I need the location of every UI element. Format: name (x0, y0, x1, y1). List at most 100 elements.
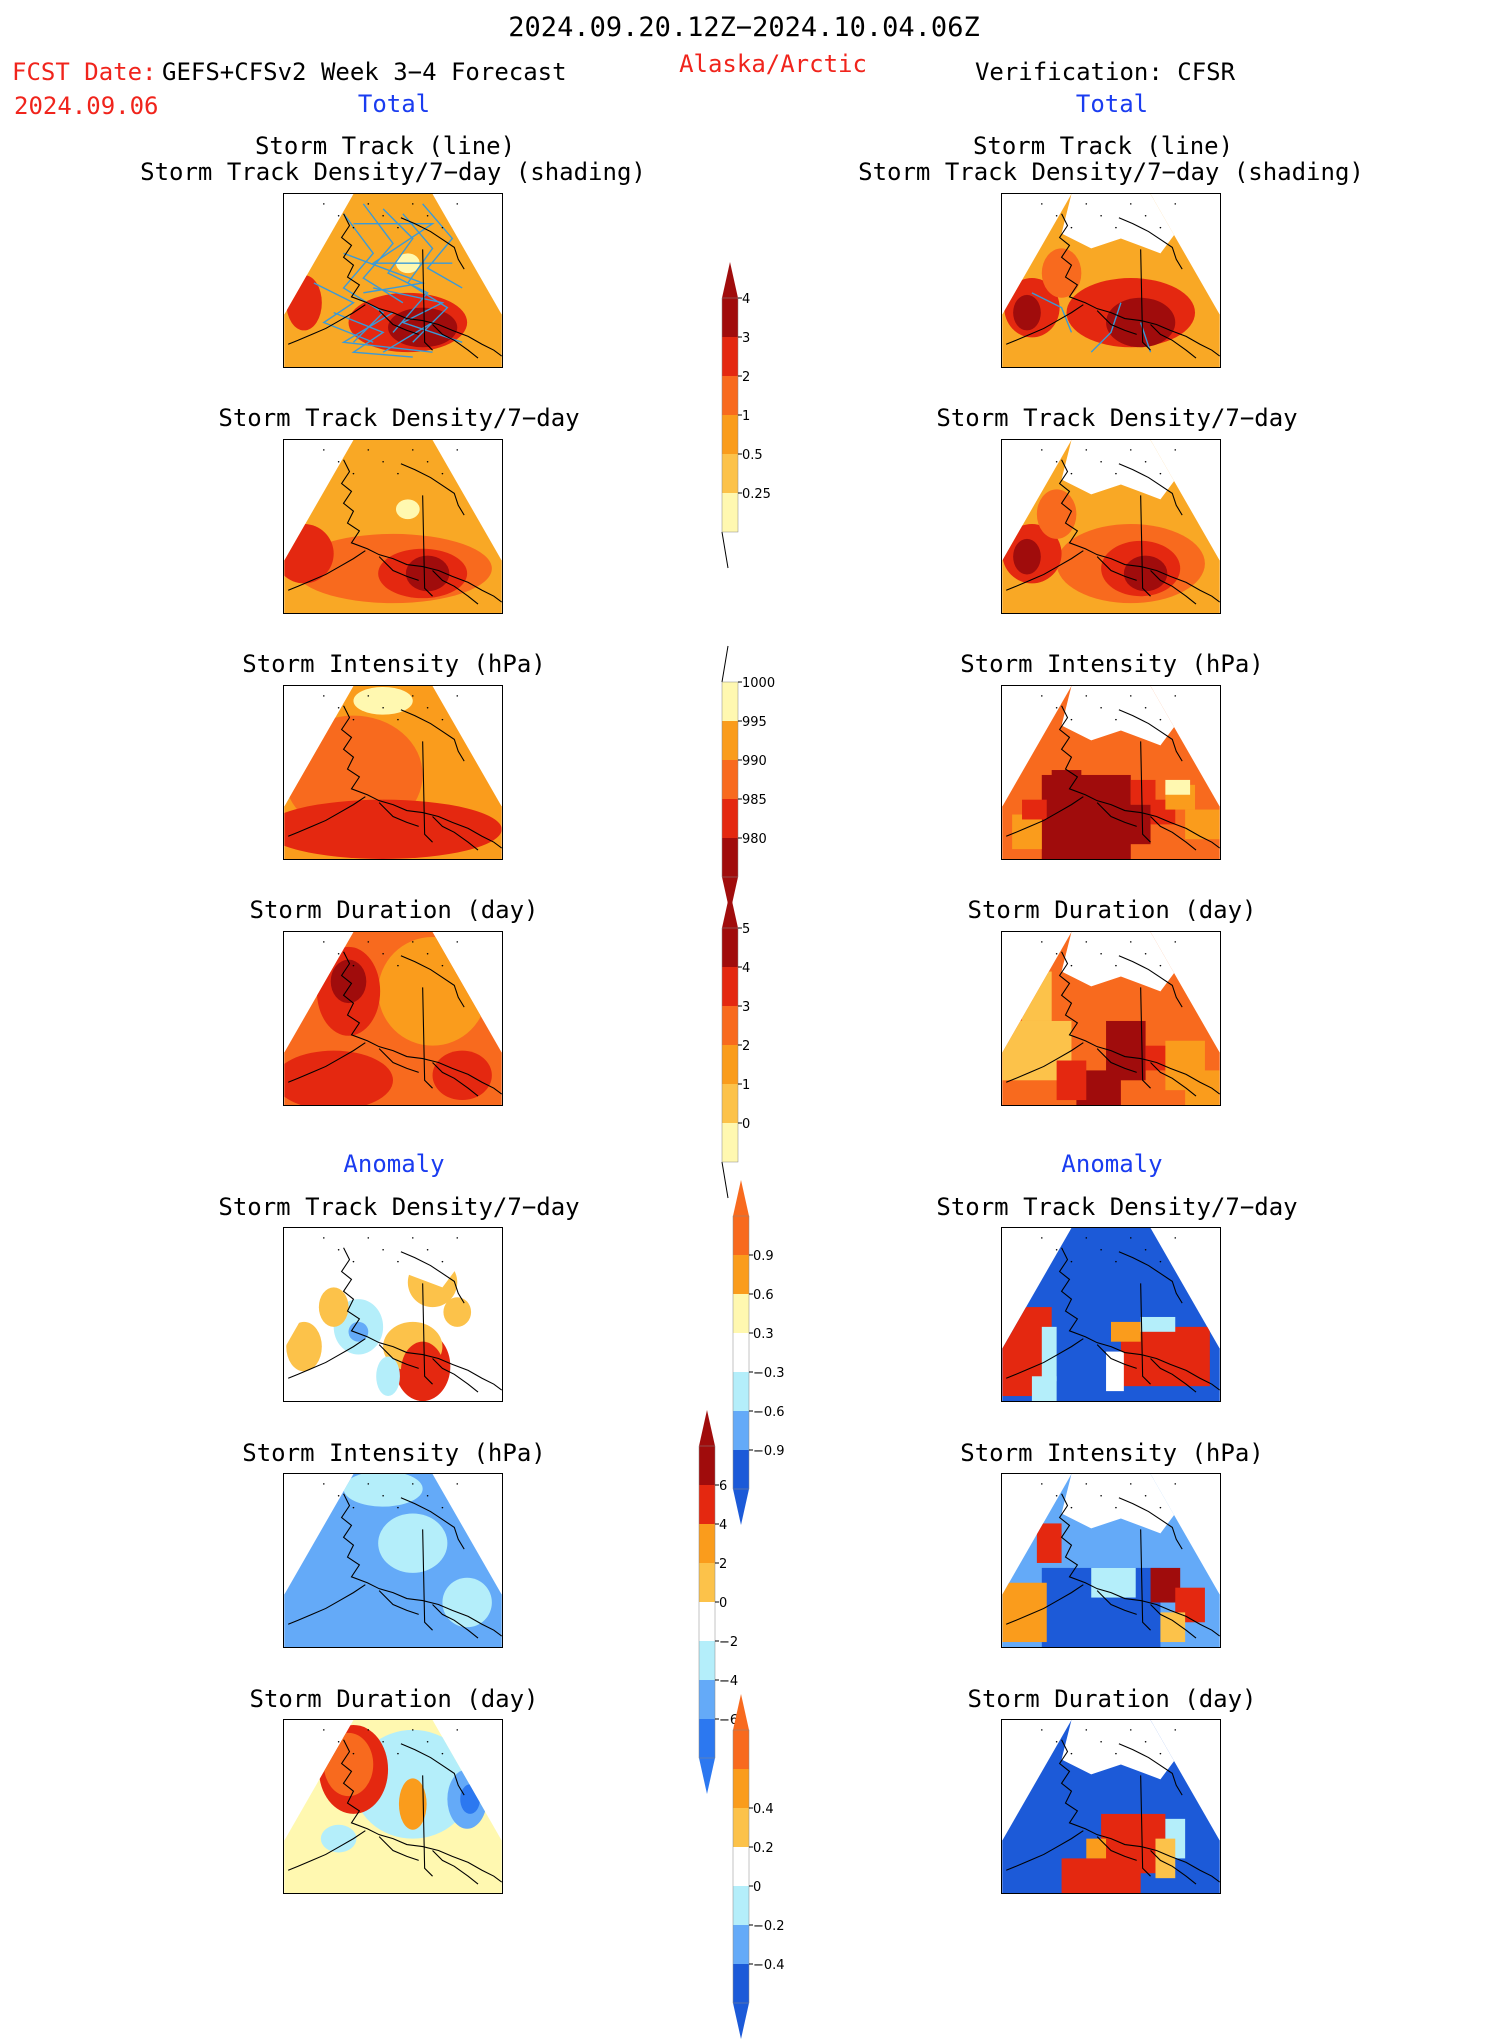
colorbar-label: 2 (719, 1557, 727, 1572)
colorbar-top-arrow (722, 262, 738, 298)
map-duration-anom-verification (1001, 1719, 1221, 1894)
colorbar-swatch (722, 454, 738, 493)
title-intensity-anom-right: Storm Intensity (hPa) (960, 1439, 1264, 1467)
colorbar-swatch (699, 1563, 715, 1602)
colorbar-swatch (722, 1123, 738, 1162)
colorbar-label: 3 (742, 331, 750, 346)
colorbar-bottom-line (721, 1161, 729, 1199)
colorbar-swatch (722, 376, 738, 415)
colorbar-label: 985 (742, 793, 767, 808)
map-no-data-region (1061, 686, 1176, 746)
map-coastline (1006, 1493, 1220, 1639)
colorbar-swatch (722, 967, 738, 1006)
map-grid-marks (323, 695, 459, 721)
map-grid-marks (323, 1729, 459, 1755)
colorbar-label: 0 (742, 1117, 750, 1132)
colorbar-swatch (733, 1730, 749, 1769)
colorbar-bottom-arrow (699, 1758, 715, 1794)
title-density-left: Storm Track Density/7−day (218, 404, 580, 432)
colorbar-swatch (733, 1964, 749, 2003)
colorbar-swatch (722, 1006, 738, 1045)
map-no-data-region (1061, 1474, 1176, 1534)
colorbar-label: 0.5 (742, 448, 763, 463)
map-intensity-anom-verification (1001, 1473, 1221, 1648)
total-label-right: Total (1075, 90, 1149, 118)
colorbar-frame (721, 681, 739, 878)
colorbar-label: −0.3 (753, 1366, 785, 1381)
colorbar-swatch (722, 337, 738, 376)
map-coastline (1006, 459, 1220, 605)
colorbar-swatch (733, 1333, 749, 1372)
colorbar-duration-anom: −0.4 −0.2 0 0.2 0.4 (732, 1694, 823, 2043)
map-intensity-verification (1001, 685, 1221, 860)
colorbar-swatch (722, 493, 738, 532)
colorbar-label: 0 (753, 1880, 761, 1895)
map-duration-anom-forecast (283, 1719, 503, 1894)
colorbar-label: 0 (719, 1596, 727, 1611)
map-no-data-region (1061, 440, 1176, 500)
colorbar-label: 0.4 (753, 1802, 774, 1817)
colorbar-top-arrow (699, 1410, 715, 1446)
colorbar-label: 3 (742, 1000, 750, 1015)
map-grid-marks (1041, 941, 1177, 967)
colorbar-swatch (722, 838, 738, 877)
colorbar-swatch (733, 1925, 749, 1964)
map-grid-marks (323, 449, 459, 475)
map-grid-marks (323, 1483, 459, 1509)
map-grid-marks (1041, 203, 1177, 229)
colorbar-bottom-line (721, 531, 729, 569)
colorbar-swatch (699, 1641, 715, 1680)
colorbar-label: 0.3 (753, 1327, 774, 1342)
map-track-forecast (283, 193, 503, 368)
fcst-date: 2024.09.06 (14, 92, 159, 120)
verification-label: Verification: CFSR (974, 58, 1236, 86)
region-title: Alaska/Arctic (679, 50, 867, 78)
colorbar-swatch (733, 1216, 749, 1255)
colorbar-swatch (722, 799, 738, 838)
colorbar-label: −0.4 (753, 1958, 785, 1973)
colorbar-label: 980 (742, 832, 767, 847)
map-grid-marks (323, 203, 459, 229)
colorbar-label: 5 (742, 922, 750, 937)
map-coastline (288, 1739, 502, 1885)
colorbar-label: 2 (742, 370, 750, 385)
colorbar-label: 2 (742, 1039, 750, 1054)
colorbar-top-arrow (722, 892, 738, 928)
colorbar-bottom-arrow (733, 1489, 749, 1525)
colorbar-density-total: 0.25 0.5 1 2 3 4 (721, 262, 812, 572)
map-no-data-region (1061, 1720, 1176, 1780)
map-coastline (1006, 1739, 1220, 1885)
colorbar-swatch (699, 1524, 715, 1563)
colorbar-swatch (733, 1450, 749, 1489)
map-coastline (288, 951, 502, 1097)
map-grid-marks (1041, 1483, 1177, 1509)
map-coastline (288, 213, 502, 359)
map-intensity-forecast (283, 685, 503, 860)
colorbar-label: 0.2 (753, 1841, 774, 1856)
colorbar-swatch (722, 1045, 738, 1084)
map-coastline (1006, 951, 1220, 1097)
title-track-line-left: Storm Track (line) (254, 132, 516, 160)
colorbar-swatch (733, 1255, 749, 1294)
map-no-data-region (1061, 194, 1176, 254)
colorbar-label: 0.6 (753, 1288, 774, 1303)
map-grid-marks (323, 941, 459, 967)
title-duration-anom-left: Storm Duration (day) (249, 1685, 539, 1713)
map-coastline (1006, 213, 1220, 359)
title-density-anom-left: Storm Track Density/7−day (218, 1193, 580, 1221)
title-duration-left: Storm Duration (day) (249, 896, 539, 924)
colorbar-label: 990 (742, 754, 767, 769)
colorbar-frame (732, 1215, 750, 1490)
title-intensity-right: Storm Intensity (hPa) (960, 650, 1264, 678)
map-intensity-anom-forecast (283, 1473, 503, 1648)
map-density-anom-verification (1001, 1227, 1221, 1402)
total-label-left: Total (357, 90, 431, 118)
colorbar-label: −4 (719, 1674, 738, 1689)
map-grid-marks (1041, 695, 1177, 721)
map-grid-marks (1041, 449, 1177, 475)
colorbar-swatch (699, 1485, 715, 1524)
colorbar-swatch (699, 1719, 715, 1758)
model-title: GEFS+CFSv2 Week 3−4 Forecast (162, 58, 567, 86)
colorbar-swatch (699, 1680, 715, 1719)
colorbar-swatch (699, 1602, 715, 1641)
